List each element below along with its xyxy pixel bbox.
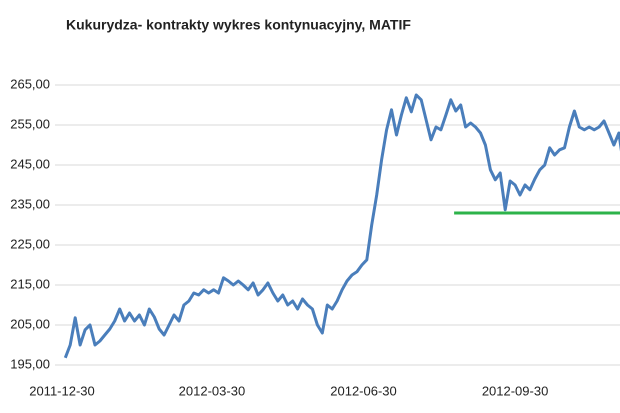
x-tick-label: 2012-09-30 [482,383,549,398]
x-tick-label: 2012-06-30 [330,383,397,398]
y-tick-label: 225,00 [10,236,50,251]
y-tick-label: 215,00 [10,276,50,291]
x-tick-label: 2012-03-30 [179,383,246,398]
y-tick-label: 195,00 [10,356,50,371]
x-tick-label: 2011-12-30 [29,383,95,398]
y-tick-label: 235,00 [10,196,50,211]
y-tick-label: 255,00 [10,116,50,131]
y-tick-label: 205,00 [10,316,50,331]
y-tick-label: 265,00 [10,76,50,91]
chart-title: Kukurydza- kontrakty wykres kontynuacyjn… [66,17,411,33]
price-line [63,93,620,359]
y-tick-label: 245,00 [10,156,50,171]
